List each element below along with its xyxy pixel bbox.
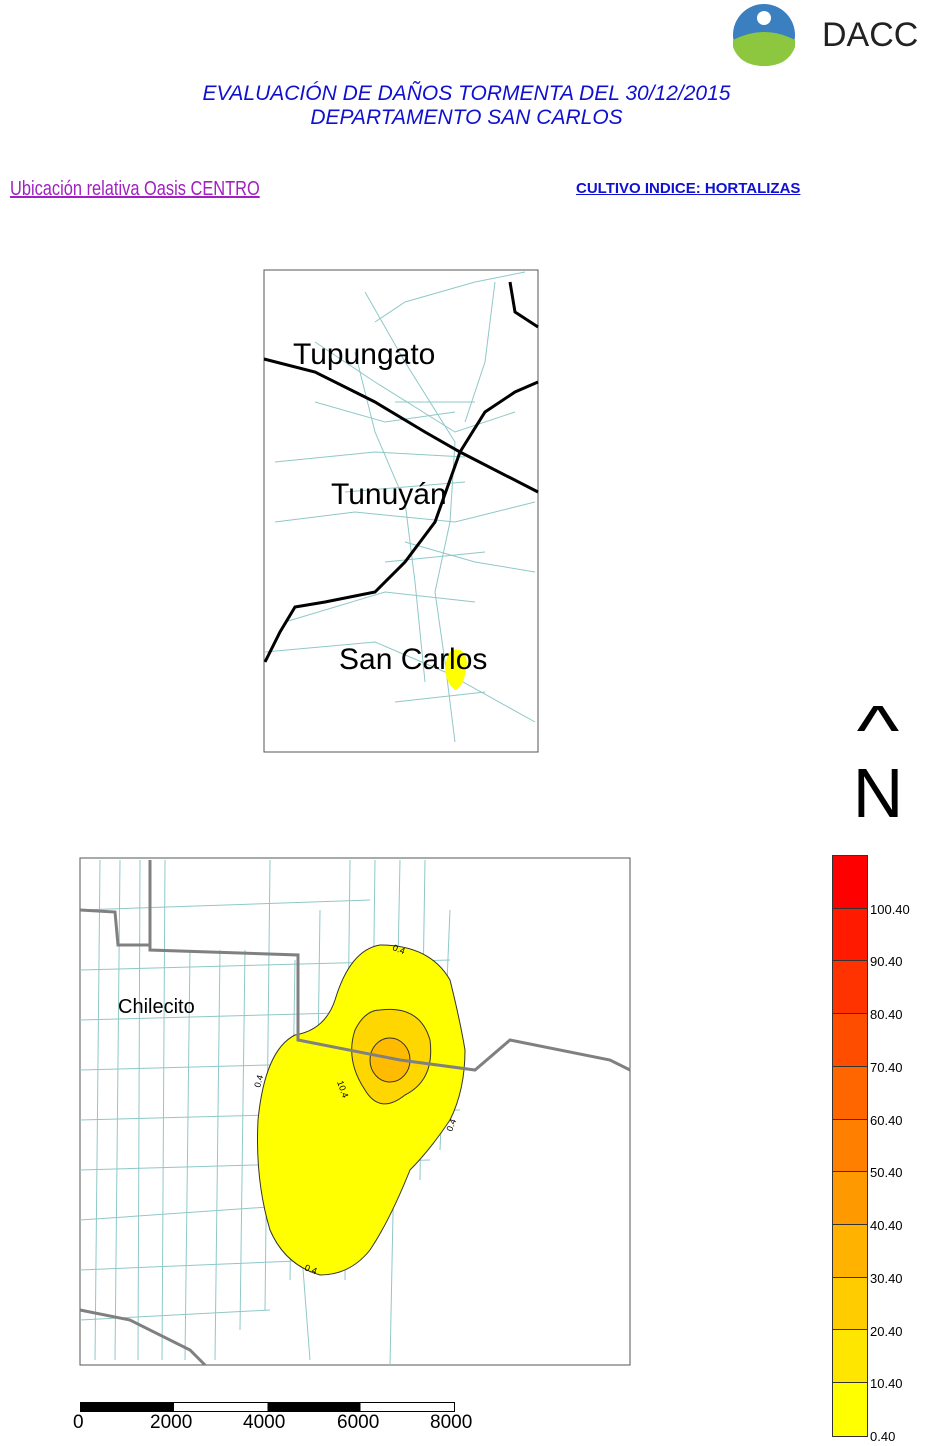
department-boundaries <box>263 281 539 663</box>
scale-label: 6000 <box>337 1412 380 1433</box>
scale-label: 2000 <box>150 1412 193 1433</box>
logo-text: DACC <box>822 16 919 54</box>
place-label: Chilecito <box>118 996 195 1018</box>
logo-emblem-icon <box>733 4 795 66</box>
legend-swatch <box>833 1225 867 1278</box>
dacc-logo: DACC <box>728 2 933 68</box>
legend-label: 90.40 <box>870 954 903 970</box>
contour-label: 0.4 <box>303 1262 318 1276</box>
legend-label: 70.40 <box>870 1059 903 1075</box>
north-arrow: ^ N <box>848 695 908 832</box>
contour-label: 0.4 <box>444 1118 458 1133</box>
legend-label: 20.40 <box>870 1323 903 1339</box>
legend-swatch <box>833 1119 867 1173</box>
legend-label: 100.40 <box>870 901 910 917</box>
legend-swatch <box>833 856 867 909</box>
location-label: Ubicación relativa Oasis CENTRO <box>10 178 260 200</box>
legend-swatch <box>833 1066 867 1120</box>
page-title: EVALUACIÓN DE DAÑOS TORMENTA DEL 30/12/2… <box>202 82 731 105</box>
legend-label: 80.40 <box>870 1007 903 1023</box>
damage-legend <box>832 855 868 1437</box>
place-label: Tupungato <box>293 338 435 371</box>
north-arrow-icon: ^ <box>856 691 900 769</box>
legend-label: 40.40 <box>870 1218 903 1234</box>
north-letter: N <box>852 754 904 832</box>
legend-swatch <box>833 1014 867 1067</box>
legend-label: 30.40 <box>870 1270 903 1286</box>
scale-bar <box>80 1402 455 1412</box>
legend-swatch <box>833 1330 867 1384</box>
place-label: San Carlos <box>339 643 487 676</box>
contour-label: 0.4 <box>391 942 406 956</box>
legend-swatch <box>833 1172 867 1226</box>
legend-swatch <box>833 1383 867 1436</box>
legend-label: 0.40 <box>870 1429 896 1444</box>
place-label: Tunuyán <box>331 478 447 511</box>
legend-swatch <box>833 961 867 1015</box>
contour-label: 0.4 <box>252 1074 265 1089</box>
overview-map: Tupungato Tunuyán San Carlos <box>263 269 539 753</box>
scale-label: 8000 <box>430 1412 473 1433</box>
scale-label: 4000 <box>243 1412 286 1433</box>
road-network <box>264 271 536 743</box>
legend-label: 60.40 <box>870 1112 903 1128</box>
legend-swatch <box>833 908 867 962</box>
scale-label: 0 <box>73 1412 84 1433</box>
damage-area <box>445 649 467 690</box>
detail-map: Chilecito 0.4 0.4 0.4 10.4 0.4 <box>79 857 631 1367</box>
legend-swatch <box>833 1277 867 1331</box>
legend-label: 10.40 <box>870 1376 903 1392</box>
page-subtitle: DEPARTAMENTO SAN CARLOS <box>310 106 623 129</box>
crop-label: CULTIVO INDICE: HORTALIZAS <box>576 180 801 197</box>
district-boundaries <box>79 860 631 1367</box>
legend-label: 50.40 <box>870 1165 903 1181</box>
